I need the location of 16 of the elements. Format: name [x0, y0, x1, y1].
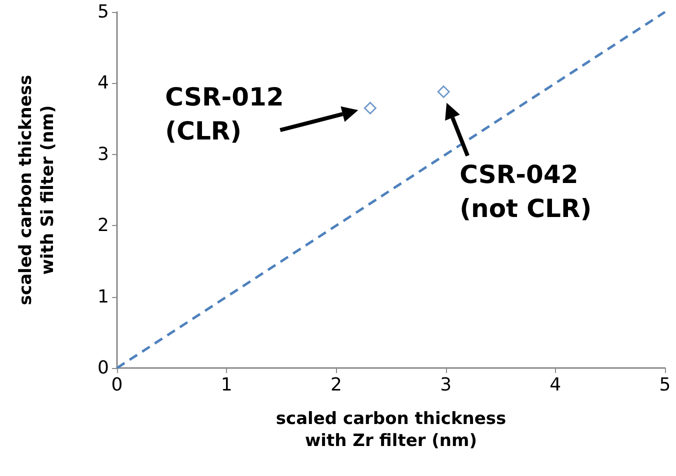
y-tick-label: 1	[98, 286, 109, 308]
annotation: CSR-012 (CLR)	[165, 82, 284, 146]
x-axis-title: scaled carbon thickness with Zr filter (nm)	[276, 409, 506, 451]
x-tick-label: 5	[659, 374, 671, 396]
x-tick-label: 4	[550, 374, 562, 396]
y-tick-label: 2	[98, 215, 109, 236]
y-tick-label: 4	[98, 72, 109, 94]
x-tick-label: 2	[330, 374, 342, 396]
y-tick-label: 5	[98, 2, 109, 22]
x-tick-label: 3	[440, 374, 452, 396]
y-axis-title: scaled carbon thickness with Si filter (nm)	[16, 74, 58, 306]
annotation: CSR-042 (not CLR)	[460, 160, 592, 224]
x-tick-label: 1	[220, 374, 232, 396]
x-tick-label: 0	[111, 374, 123, 396]
y-tick-label: 3	[98, 144, 109, 165]
y-tick-label: 0	[98, 358, 109, 378]
